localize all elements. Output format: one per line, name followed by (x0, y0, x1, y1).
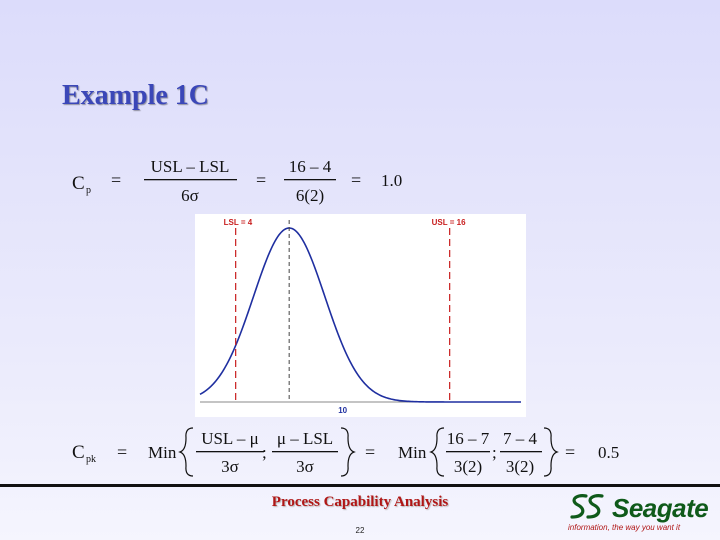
cpk-fraction-bar-1 (196, 451, 264, 453)
logo-tagline: information, the way you want it (568, 523, 681, 532)
cpk-denominator-1: 3σ (221, 457, 239, 476)
cp-equals-2: = (256, 170, 266, 190)
usl-label: USL = 16 (432, 218, 466, 227)
cpk-formula: C pk = Min USL – μ 3σ ; μ – LSL 3σ = Min… (72, 427, 619, 477)
cpk-denominator-2: 3σ (296, 457, 314, 476)
slide-title: Example 1C (62, 80, 209, 111)
cpk-numerator-4: 7 – 4 (503, 429, 538, 448)
page-number: 22 (355, 526, 365, 535)
cpk-symbol: C (72, 442, 85, 463)
cp-denominator-1: 6σ (181, 186, 199, 205)
cpk-right-brace-2 (543, 427, 559, 477)
cpk-left-brace-1 (178, 427, 194, 477)
cp-subscript: p (86, 185, 91, 196)
cp-result: 1.0 (381, 171, 402, 190)
seagate-swirl-icon (570, 494, 604, 519)
cpk-fraction-bar-3 (446, 451, 490, 453)
cpk-fraction-bar-4 (500, 451, 542, 453)
footer-divider (0, 484, 720, 487)
cpk-min-2: Min (398, 443, 427, 462)
cpk-denominator-4: 3(2) (506, 457, 534, 476)
logo-wordmark: Seagate (612, 493, 709, 523)
cpk-denominator-3: 3(2) (454, 457, 482, 476)
cpk-subscript: pk (86, 454, 96, 465)
cp-formula: C p = USL – LSL 6σ = 16 – 4 6(2) = 1.0 (72, 157, 402, 205)
cpk-right-brace-1 (340, 427, 356, 477)
cpk-result: 0.5 (598, 443, 619, 462)
cpk-equals-3: = (565, 442, 575, 462)
cp-fraction-bar-2 (284, 179, 336, 181)
cpk-equals-1: = (117, 442, 127, 462)
cpk-separator-2: ; (492, 443, 497, 462)
cpk-separator-1: ; (262, 443, 267, 462)
cp-equals-1: = (111, 170, 121, 190)
cp-numerator-2: 16 – 4 (289, 157, 332, 176)
distribution-chart-svg: LSL = 4 USL = 16 10 (199, 218, 521, 415)
cp-fraction-bar-1 (144, 179, 237, 181)
seagate-logo: Seagate information, the way you want it (566, 491, 716, 536)
cpk-equals-2: = (365, 442, 375, 462)
cpk-left-brace-2 (429, 427, 445, 477)
normal-curve (199, 227, 521, 403)
cp-numerator-1: USL – LSL (151, 157, 230, 176)
cp-symbol: C (72, 173, 85, 194)
cpk-numerator-1: USL – μ (201, 429, 259, 448)
cpk-numerator-2: μ – LSL (277, 429, 333, 448)
cp-equals-3: = (351, 170, 361, 190)
lsl-label: LSL = 4 (224, 218, 253, 227)
cpk-numerator-3: 16 – 7 (447, 429, 490, 448)
cp-denominator-2: 6(2) (296, 186, 324, 205)
cpk-fraction-bar-2 (272, 451, 338, 453)
cpk-min-1: Min (148, 443, 177, 462)
x-tick-label: 10 (338, 406, 347, 415)
distribution-chart: LSL = 4 USL = 16 10 (195, 214, 526, 417)
footer-title: Process Capability Analysis (271, 494, 449, 510)
